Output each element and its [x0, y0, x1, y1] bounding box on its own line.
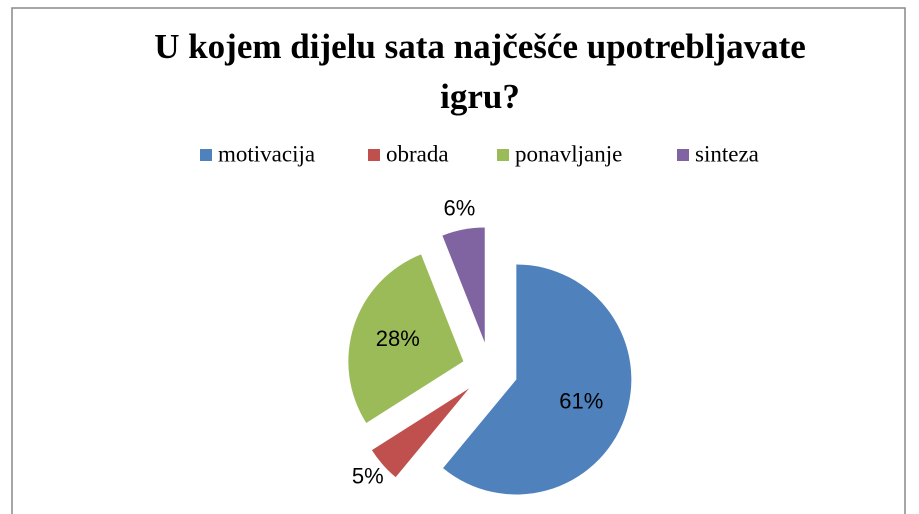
data-label: 6%: [444, 196, 476, 221]
legend-label: obrada: [386, 141, 449, 166]
legend-label: motivacija: [218, 141, 315, 166]
legend-swatch: [497, 149, 509, 161]
legend-label: ponavljanje: [515, 141, 622, 166]
legend-label: sinteza: [695, 141, 759, 166]
legend: motivacija obrada ponavljanje sinteza: [200, 141, 759, 166]
pie-slice: [371, 388, 469, 478]
pie-slice: [348, 254, 464, 423]
data-label: 5%: [352, 464, 384, 489]
data-label: 61%: [559, 389, 603, 414]
data-label: 28%: [376, 326, 420, 351]
chart-title-text: U kojem dijelu sata najčešće upotrebljav…: [154, 27, 806, 116]
legend-swatch: [368, 149, 380, 161]
chart-title: U kojem dijelu sata najčešće upotrebljav…: [154, 27, 806, 116]
pie-slice: [442, 227, 485, 343]
pie: 61% 5% 28% 6%: [348, 196, 632, 495]
legend-swatch: [200, 149, 212, 161]
legend-swatch: [677, 149, 689, 161]
pie-slice: [443, 264, 632, 495]
